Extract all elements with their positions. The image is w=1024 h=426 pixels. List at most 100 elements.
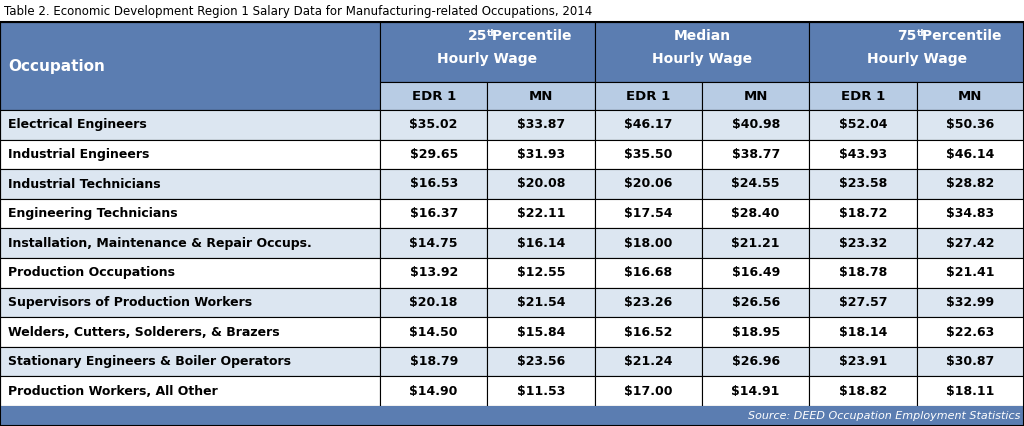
Bar [702,317,809,347]
Text: th: th [916,29,928,37]
Text: $27.57: $27.57 [839,296,887,309]
Bar [702,169,809,199]
Bar [916,317,1024,347]
Text: $16.14: $16.14 [517,237,565,250]
Bar [809,169,916,199]
Bar [0,258,380,288]
Bar [595,347,702,377]
Text: 25: 25 [468,29,487,43]
Text: $22.63: $22.63 [946,325,994,339]
Text: $18.95: $18.95 [731,325,780,339]
Bar [0,317,380,347]
Text: $38.77: $38.77 [731,148,780,161]
Text: $22.11: $22.11 [517,207,565,220]
Text: Hourly Wage: Hourly Wage [437,52,538,66]
Text: Hourly Wage: Hourly Wage [652,52,752,66]
Bar [702,140,809,169]
Bar [916,140,1024,169]
Text: Hourly Wage: Hourly Wage [866,52,967,66]
Bar [916,199,1024,228]
Text: $28.40: $28.40 [731,207,780,220]
Bar [595,317,702,347]
Text: $26.96: $26.96 [731,355,779,368]
Text: $16.49: $16.49 [731,266,780,279]
Text: $35.02: $35.02 [410,118,458,131]
Bar [487,317,595,347]
Bar [380,347,487,377]
Text: $18.78: $18.78 [839,266,887,279]
Bar [916,228,1024,258]
Text: Industrial Technicians: Industrial Technicians [8,178,161,190]
Text: $32.99: $32.99 [946,296,994,309]
Text: $46.17: $46.17 [625,118,673,131]
Bar [0,0,1024,22]
Bar [487,288,595,317]
Text: Table 2. Economic Development Region 1 Salary Data for Manufacturing-related Occ: Table 2. Economic Development Region 1 S… [4,5,592,17]
Bar [916,288,1024,317]
Text: $50.36: $50.36 [946,118,994,131]
Bar [809,228,916,258]
Text: $21.54: $21.54 [517,296,565,309]
Bar [595,140,702,169]
Bar [0,228,380,258]
Text: $21.41: $21.41 [946,266,994,279]
Text: $23.32: $23.32 [839,237,887,250]
Bar [380,22,595,82]
Bar [487,377,595,406]
Bar [595,258,702,288]
Bar [380,82,487,110]
Text: Production Occupations: Production Occupations [8,266,175,279]
Bar [702,199,809,228]
Bar [0,22,380,110]
Bar [0,199,380,228]
Bar [809,317,916,347]
Text: Electrical Engineers: Electrical Engineers [8,118,146,131]
Text: $15.84: $15.84 [517,325,565,339]
Text: Percentile: Percentile [487,29,571,43]
Bar [595,169,702,199]
Bar [702,228,809,258]
Bar [916,82,1024,110]
Text: $52.04: $52.04 [839,118,887,131]
Text: $27.42: $27.42 [946,237,994,250]
Text: $18.82: $18.82 [839,385,887,398]
Text: $14.90: $14.90 [410,385,458,398]
Bar [487,169,595,199]
Text: $34.83: $34.83 [946,207,994,220]
Bar [380,317,487,347]
Bar [0,140,380,169]
Bar [595,82,702,110]
Text: Industrial Engineers: Industrial Engineers [8,148,150,161]
Bar [0,377,380,406]
Text: $16.37: $16.37 [410,207,458,220]
Text: Welders, Cutters, Solderers, & Brazers: Welders, Cutters, Solderers, & Brazers [8,325,280,339]
Bar [487,140,595,169]
Text: Occupation: Occupation [8,58,104,74]
Text: Percentile: Percentile [916,29,1001,43]
Text: Production Workers, All Other: Production Workers, All Other [8,385,218,398]
Bar [0,288,380,317]
Bar [916,258,1024,288]
Text: $28.82: $28.82 [946,178,994,190]
Text: EDR 1: EDR 1 [412,89,456,103]
Bar [702,347,809,377]
Bar [380,228,487,258]
Bar [809,377,916,406]
Text: $33.87: $33.87 [517,118,565,131]
Text: $14.50: $14.50 [410,325,458,339]
Text: $18.14: $18.14 [839,325,887,339]
Text: $14.91: $14.91 [731,385,780,398]
Bar [702,82,809,110]
Text: $20.18: $20.18 [410,296,458,309]
Bar [380,140,487,169]
Bar [702,258,809,288]
Bar [0,169,380,199]
Text: $35.50: $35.50 [625,148,673,161]
Bar [595,228,702,258]
Text: $17.00: $17.00 [624,385,673,398]
Bar [809,140,916,169]
Text: MN: MN [743,89,768,103]
Bar [380,288,487,317]
Bar [380,199,487,228]
Text: $20.08: $20.08 [517,178,565,190]
